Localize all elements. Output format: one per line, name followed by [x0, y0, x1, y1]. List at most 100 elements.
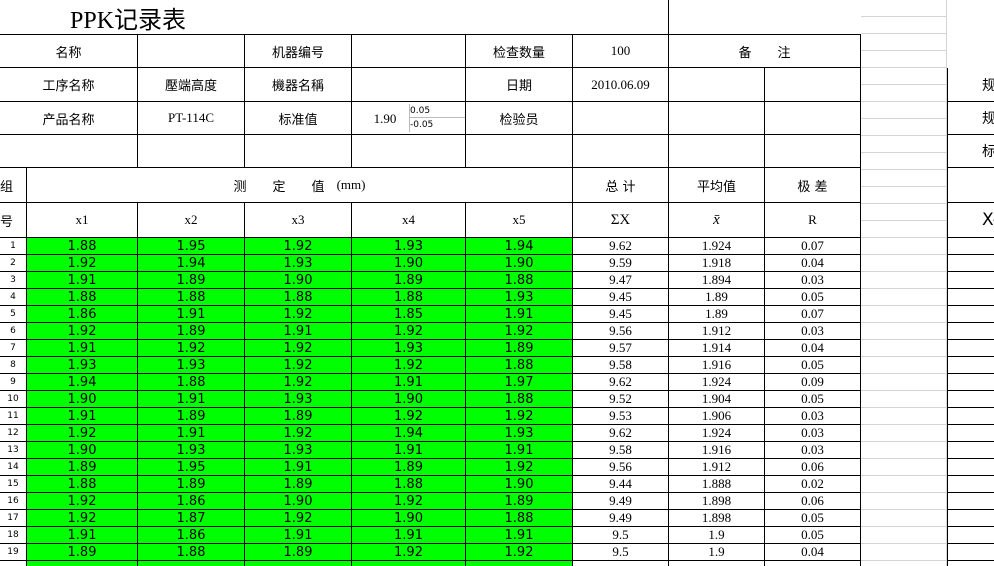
data-cell: 1.92	[245, 238, 352, 255]
data-cell: 1.91	[466, 306, 573, 323]
data-cell: 9.59	[573, 255, 669, 272]
row-number: 14	[0, 459, 27, 476]
data-cell: 0.05	[765, 391, 861, 408]
empty-cell	[0, 561, 27, 566]
data-cell: 1.906	[669, 408, 765, 425]
data-cell: 9.52	[573, 391, 669, 408]
data-cell: 0.03	[765, 442, 861, 459]
grid-cell	[861, 51, 947, 68]
empty-cell	[138, 561, 245, 566]
empty-cell	[138, 35, 245, 68]
grid-cell	[861, 272, 947, 289]
column-header: x̄	[669, 203, 765, 238]
data-cell: 1.89	[245, 476, 352, 493]
data-cell: 0.07	[765, 238, 861, 255]
empty-cell	[947, 340, 994, 357]
data-cell: 1.898	[669, 510, 765, 527]
data-cell: 1.93	[27, 357, 138, 374]
header-cell: 平均值	[669, 168, 765, 203]
data-cell: 1.93	[245, 255, 352, 272]
row-number: 16	[0, 493, 27, 510]
info-cell: 备 注	[669, 35, 861, 68]
data-cell: 1.89	[466, 493, 573, 510]
data-cell: 1.92	[245, 340, 352, 357]
row-number: 1	[0, 238, 27, 255]
header-cell: 测 定 值 (mm)	[27, 168, 573, 203]
data-cell: 1.95	[138, 238, 245, 255]
row-number: 11	[0, 408, 27, 425]
data-cell: 1.89	[352, 459, 466, 476]
data-cell: 9.58	[573, 442, 669, 459]
data-cell: 1.92	[466, 544, 573, 561]
empty-cell	[947, 425, 994, 442]
empty-cell	[947, 357, 994, 374]
data-cell: 9.56	[573, 459, 669, 476]
empty-cell	[765, 561, 861, 566]
side-label: 规	[947, 68, 994, 102]
data-cell: 1.88	[352, 289, 466, 306]
grid-cell	[861, 204, 947, 221]
empty-cell	[947, 561, 994, 566]
empty-cell	[245, 561, 352, 566]
grid-cell	[861, 408, 947, 425]
column-header: ΣX	[573, 203, 669, 238]
empty-cell	[947, 510, 994, 527]
empty-cell	[947, 374, 994, 391]
data-cell: 1.90	[466, 476, 573, 493]
data-cell: 1.93	[138, 357, 245, 374]
column-header: x5	[466, 203, 573, 238]
row-number: 3	[0, 272, 27, 289]
data-cell: 1.92	[352, 357, 466, 374]
info-cell: 检验员	[466, 102, 573, 135]
empty-cell	[352, 135, 466, 168]
data-cell: 9.49	[573, 510, 669, 527]
data-cell: 1.92	[245, 306, 352, 323]
data-cell: 1.912	[669, 323, 765, 340]
data-cell: 9.47	[573, 272, 669, 289]
info-cell: PT-114C	[138, 102, 245, 135]
row-number: 4	[0, 289, 27, 306]
data-cell: 1.88	[352, 476, 466, 493]
data-cell: 0.05	[765, 527, 861, 544]
empty-cell	[947, 255, 994, 272]
data-cell: 9.53	[573, 408, 669, 425]
data-cell: 1.90	[27, 442, 138, 459]
grid-cell	[861, 391, 947, 408]
data-cell: 1.92	[27, 425, 138, 442]
row-number: 10	[0, 391, 27, 408]
empty-cell	[765, 102, 861, 135]
data-cell: 1.91	[245, 323, 352, 340]
data-cell: 1.924	[669, 425, 765, 442]
data-cell: 9.44	[573, 476, 669, 493]
info-cell: 机器编号	[245, 35, 352, 68]
data-cell: 1.88	[466, 272, 573, 289]
data-cell: 1.93	[466, 425, 573, 442]
sheet-title: PPK记录表	[70, 8, 187, 34]
empty-cell	[947, 544, 994, 561]
data-cell: 1.91	[466, 442, 573, 459]
data-cell: 0.05	[765, 510, 861, 527]
data-cell: 1.90	[466, 255, 573, 272]
data-cell: 1.92	[245, 374, 352, 391]
data-cell: 1.914	[669, 340, 765, 357]
data-cell: 9.62	[573, 238, 669, 255]
side-label: 规	[947, 102, 994, 135]
empty-cell	[573, 102, 669, 135]
grid-cell	[861, 102, 947, 119]
data-cell: 1.91	[245, 459, 352, 476]
data-cell: 1.92	[27, 323, 138, 340]
grid-cell	[861, 153, 947, 170]
empty-cell	[947, 476, 994, 493]
column-header: R	[765, 203, 861, 238]
data-cell: 1.88	[138, 544, 245, 561]
header-cell: 总 计	[573, 168, 669, 203]
data-cell: 1.92	[466, 459, 573, 476]
data-cell: 0.05	[765, 357, 861, 374]
header-cell: 组	[0, 168, 27, 203]
rule	[668, 0, 669, 35]
empty-cell	[947, 238, 994, 255]
grid-cell	[861, 442, 947, 459]
grid-cell	[861, 119, 947, 136]
data-cell: 1.88	[245, 289, 352, 306]
empty-cell	[947, 272, 994, 289]
